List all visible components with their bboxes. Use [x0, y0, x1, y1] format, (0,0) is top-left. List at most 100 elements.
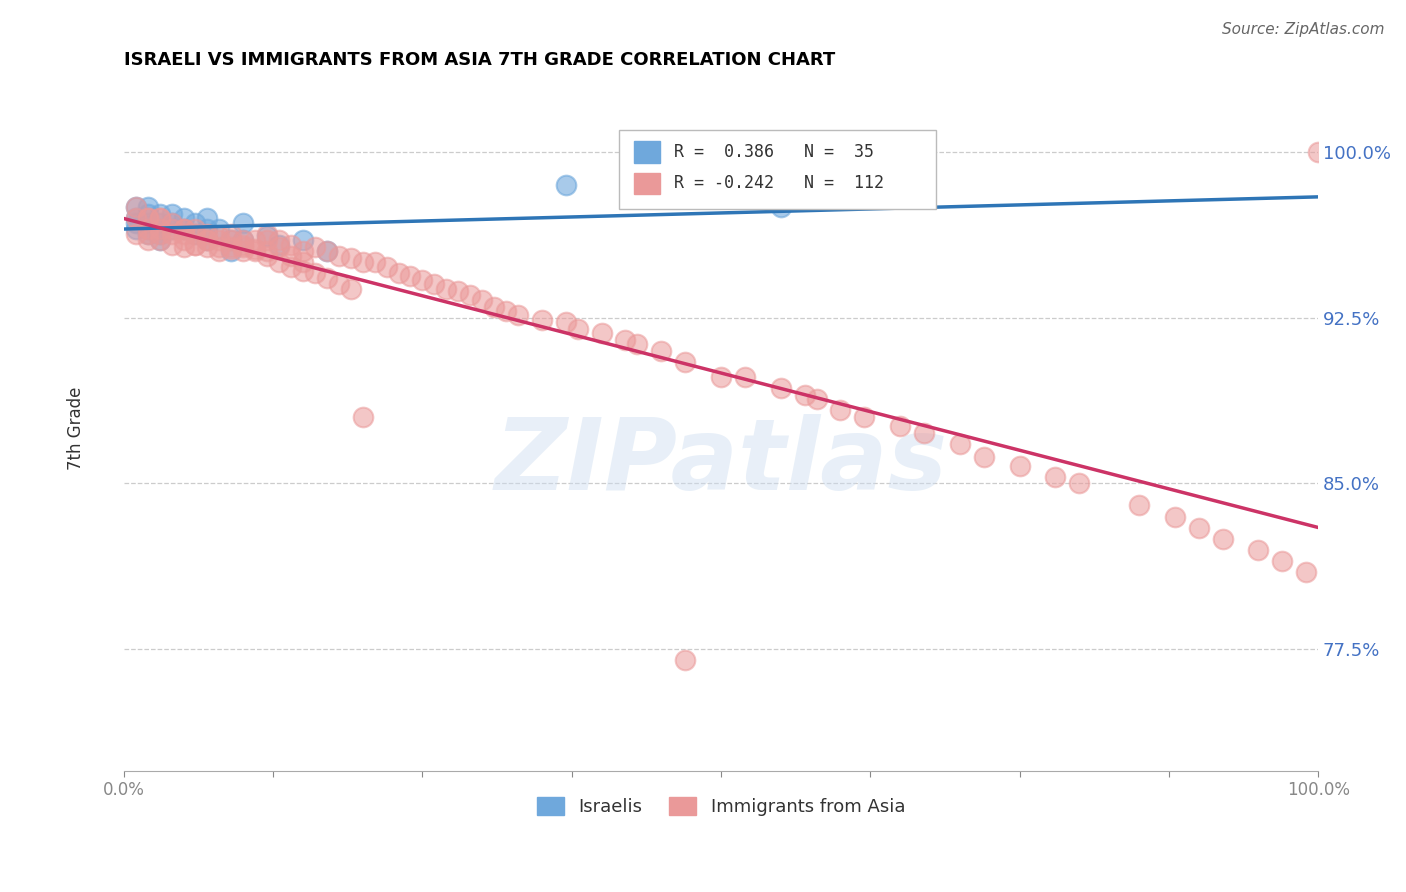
- Point: [256, 227, 278, 241]
- Point: [125, 222, 148, 236]
- Point: [184, 237, 207, 252]
- Point: [149, 211, 172, 226]
- Point: [806, 392, 828, 407]
- Point: [149, 227, 172, 241]
- Point: [434, 282, 457, 296]
- Point: [1308, 145, 1330, 159]
- Point: [1188, 520, 1211, 534]
- FancyBboxPatch shape: [620, 130, 936, 209]
- Text: ZIPatlas: ZIPatlas: [495, 414, 948, 511]
- Point: [208, 233, 231, 247]
- Point: [184, 222, 207, 236]
- Point: [208, 222, 231, 236]
- Point: [614, 333, 637, 347]
- Point: [734, 370, 756, 384]
- Point: [136, 233, 159, 247]
- Point: [1212, 532, 1234, 546]
- Text: 7th Grade: 7th Grade: [67, 386, 84, 470]
- Point: [197, 211, 219, 226]
- Point: [267, 237, 290, 252]
- Point: [291, 255, 314, 269]
- Text: Source: ZipAtlas.com: Source: ZipAtlas.com: [1222, 22, 1385, 37]
- Point: [352, 410, 374, 425]
- Point: [1008, 458, 1031, 473]
- Point: [710, 370, 733, 384]
- Text: ISRAELI VS IMMIGRANTS FROM ASIA 7TH GRADE CORRELATION CHART: ISRAELI VS IMMIGRANTS FROM ASIA 7TH GRAD…: [124, 51, 835, 69]
- Point: [173, 233, 195, 247]
- Point: [208, 228, 231, 243]
- Point: [232, 233, 254, 247]
- Point: [626, 337, 648, 351]
- Point: [232, 244, 254, 259]
- Point: [447, 284, 470, 298]
- Point: [567, 321, 589, 335]
- Point: [245, 244, 267, 259]
- Point: [912, 425, 935, 440]
- Point: [149, 215, 172, 229]
- Point: [136, 227, 159, 241]
- Point: [160, 222, 183, 236]
- Point: [173, 211, 195, 226]
- Point: [160, 207, 183, 221]
- FancyBboxPatch shape: [634, 172, 659, 194]
- Point: [160, 215, 183, 229]
- Point: [125, 227, 148, 241]
- Point: [793, 388, 815, 402]
- Point: [256, 244, 278, 259]
- Point: [339, 282, 361, 296]
- Point: [256, 249, 278, 263]
- Point: [136, 200, 159, 214]
- Point: [221, 233, 243, 247]
- Point: [173, 222, 195, 236]
- Point: [160, 222, 183, 236]
- Point: [197, 233, 219, 247]
- Point: [482, 300, 505, 314]
- Point: [949, 436, 972, 450]
- Point: [197, 233, 219, 247]
- Point: [458, 288, 481, 302]
- Point: [173, 222, 195, 236]
- Point: [136, 222, 159, 236]
- Point: [830, 403, 852, 417]
- Point: [1295, 565, 1317, 579]
- Point: [125, 200, 148, 214]
- Point: [1045, 469, 1067, 483]
- Point: [173, 222, 195, 236]
- Point: [280, 237, 302, 252]
- Point: [375, 260, 398, 274]
- Point: [387, 266, 409, 280]
- Point: [530, 313, 553, 327]
- Point: [1247, 542, 1270, 557]
- Point: [197, 240, 219, 254]
- Point: [221, 240, 243, 254]
- Point: [208, 240, 231, 254]
- Point: [769, 200, 792, 214]
- Point: [125, 215, 148, 229]
- Point: [673, 355, 696, 369]
- Point: [399, 268, 422, 283]
- Point: [291, 264, 314, 278]
- Point: [339, 251, 361, 265]
- Point: [291, 233, 314, 247]
- Point: [315, 270, 337, 285]
- FancyBboxPatch shape: [634, 141, 659, 163]
- Point: [149, 233, 172, 247]
- Point: [232, 240, 254, 254]
- Point: [245, 233, 267, 247]
- Point: [232, 237, 254, 252]
- Point: [554, 178, 576, 192]
- Point: [256, 228, 278, 243]
- Point: [506, 309, 529, 323]
- Point: [160, 227, 183, 241]
- Point: [184, 237, 207, 252]
- Point: [267, 255, 290, 269]
- Point: [221, 233, 243, 247]
- Point: [280, 260, 302, 274]
- Point: [125, 211, 148, 226]
- Point: [554, 315, 576, 329]
- Point: [149, 233, 172, 247]
- Point: [149, 211, 172, 226]
- Legend: Israelis, Immigrants from Asia: Israelis, Immigrants from Asia: [530, 789, 912, 823]
- Point: [221, 242, 243, 256]
- Point: [423, 277, 446, 292]
